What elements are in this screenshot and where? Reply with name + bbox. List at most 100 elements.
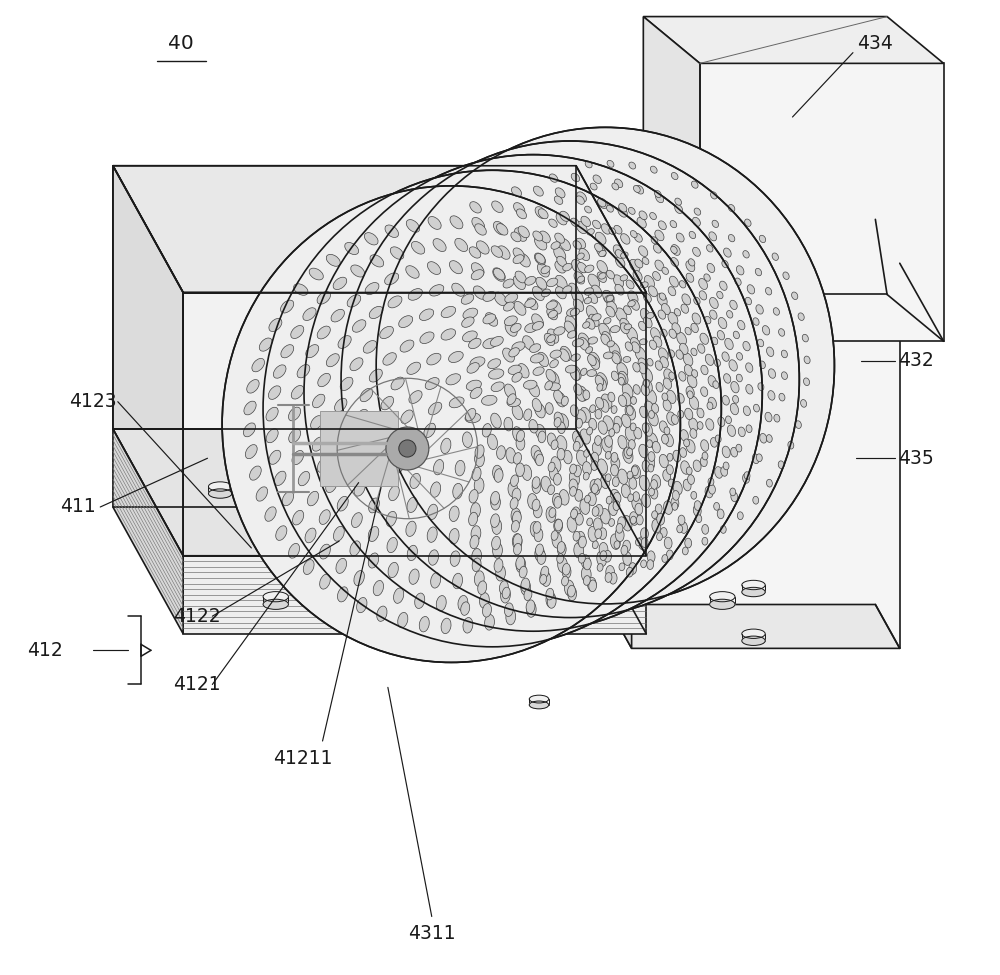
Ellipse shape xyxy=(603,291,614,304)
Ellipse shape xyxy=(642,368,652,382)
Ellipse shape xyxy=(407,362,421,374)
Ellipse shape xyxy=(320,574,330,589)
Ellipse shape xyxy=(521,578,530,592)
Polygon shape xyxy=(643,17,944,63)
Ellipse shape xyxy=(606,496,612,504)
Ellipse shape xyxy=(548,485,555,494)
Ellipse shape xyxy=(795,421,801,428)
Ellipse shape xyxy=(722,396,729,405)
Ellipse shape xyxy=(559,489,569,505)
Ellipse shape xyxy=(399,440,416,457)
Ellipse shape xyxy=(427,526,437,542)
Ellipse shape xyxy=(533,504,542,518)
Ellipse shape xyxy=(656,194,664,203)
Ellipse shape xyxy=(726,416,731,424)
Ellipse shape xyxy=(709,232,717,241)
Ellipse shape xyxy=(504,603,513,616)
Text: 432: 432 xyxy=(898,351,934,370)
Ellipse shape xyxy=(268,386,281,400)
Ellipse shape xyxy=(601,475,610,488)
Ellipse shape xyxy=(555,287,566,299)
Ellipse shape xyxy=(482,423,491,437)
Ellipse shape xyxy=(702,537,708,545)
Ellipse shape xyxy=(513,534,522,548)
Ellipse shape xyxy=(388,563,398,577)
Ellipse shape xyxy=(506,448,516,463)
Ellipse shape xyxy=(605,436,613,448)
Ellipse shape xyxy=(578,332,590,347)
Ellipse shape xyxy=(621,252,628,258)
Ellipse shape xyxy=(595,375,604,387)
Ellipse shape xyxy=(541,566,549,578)
Ellipse shape xyxy=(745,219,751,226)
Ellipse shape xyxy=(554,196,563,205)
Ellipse shape xyxy=(650,488,658,499)
Ellipse shape xyxy=(449,528,459,544)
Ellipse shape xyxy=(573,431,582,445)
Ellipse shape xyxy=(547,334,556,342)
Ellipse shape xyxy=(760,434,767,443)
Ellipse shape xyxy=(694,208,701,215)
Ellipse shape xyxy=(667,453,673,461)
Ellipse shape xyxy=(700,457,707,467)
Ellipse shape xyxy=(521,579,531,595)
Ellipse shape xyxy=(552,493,561,507)
Ellipse shape xyxy=(681,461,690,474)
Ellipse shape xyxy=(595,504,603,516)
Ellipse shape xyxy=(501,587,510,603)
Ellipse shape xyxy=(720,526,726,533)
Ellipse shape xyxy=(557,541,565,553)
Ellipse shape xyxy=(453,573,463,589)
Ellipse shape xyxy=(569,471,579,486)
Ellipse shape xyxy=(618,373,626,385)
Ellipse shape xyxy=(377,606,387,621)
Ellipse shape xyxy=(619,377,624,385)
Ellipse shape xyxy=(555,261,566,273)
Ellipse shape xyxy=(638,536,647,550)
Ellipse shape xyxy=(584,297,592,304)
Ellipse shape xyxy=(498,246,510,259)
Ellipse shape xyxy=(779,329,785,336)
Ellipse shape xyxy=(511,508,521,524)
Ellipse shape xyxy=(720,281,727,291)
Ellipse shape xyxy=(549,219,557,227)
Ellipse shape xyxy=(668,350,675,358)
Ellipse shape xyxy=(642,494,651,507)
Ellipse shape xyxy=(576,388,586,402)
Ellipse shape xyxy=(347,294,361,307)
Ellipse shape xyxy=(483,292,496,301)
Ellipse shape xyxy=(644,276,654,289)
Ellipse shape xyxy=(539,231,550,243)
Ellipse shape xyxy=(516,209,526,218)
Ellipse shape xyxy=(276,526,287,540)
Ellipse shape xyxy=(273,365,286,378)
Ellipse shape xyxy=(779,393,785,401)
Ellipse shape xyxy=(540,569,550,585)
Ellipse shape xyxy=(492,201,503,213)
Ellipse shape xyxy=(725,338,733,350)
Ellipse shape xyxy=(662,555,668,563)
Ellipse shape xyxy=(446,373,461,385)
Ellipse shape xyxy=(697,421,703,429)
Ellipse shape xyxy=(657,532,662,540)
Ellipse shape xyxy=(601,394,612,409)
Ellipse shape xyxy=(463,617,473,633)
Ellipse shape xyxy=(671,497,679,509)
Ellipse shape xyxy=(580,429,590,445)
Ellipse shape xyxy=(453,484,463,499)
Ellipse shape xyxy=(692,370,698,377)
Ellipse shape xyxy=(512,533,522,549)
Ellipse shape xyxy=(596,398,604,409)
Ellipse shape xyxy=(331,309,344,322)
Ellipse shape xyxy=(309,268,323,280)
Ellipse shape xyxy=(597,459,607,474)
Ellipse shape xyxy=(554,412,563,425)
Ellipse shape xyxy=(658,348,668,361)
Ellipse shape xyxy=(336,559,347,573)
Ellipse shape xyxy=(554,390,563,403)
Ellipse shape xyxy=(351,265,365,277)
Ellipse shape xyxy=(600,551,607,561)
Ellipse shape xyxy=(509,348,519,357)
Ellipse shape xyxy=(303,560,314,574)
Ellipse shape xyxy=(504,417,513,431)
